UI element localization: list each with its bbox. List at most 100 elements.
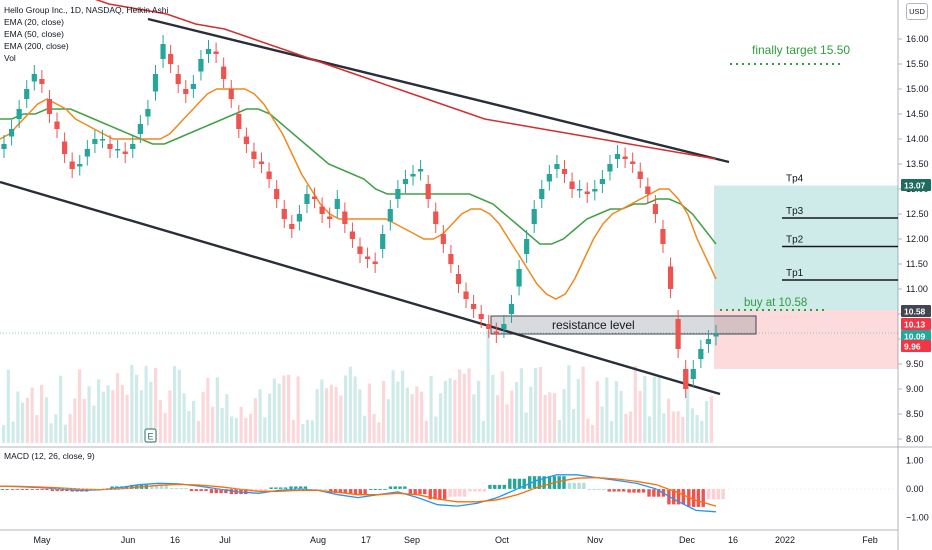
earnings-marker-icon[interactable] bbox=[144, 428, 157, 443]
earnings-marker-label: E bbox=[148, 432, 154, 442]
macd-histogram-bar bbox=[621, 489, 626, 492]
macd-histogram-bar bbox=[602, 489, 606, 490]
macd-histogram-bar bbox=[194, 489, 199, 492]
candle-body bbox=[39, 79, 45, 84]
channel-upper-line[interactable] bbox=[147, 17, 730, 164]
candle-body bbox=[175, 74, 181, 84]
volume-bar bbox=[472, 394, 476, 443]
legend: Hello Group Inc., 1D, NASDAQ, Heikin Ash… bbox=[4, 4, 168, 64]
volume-bar bbox=[386, 399, 390, 443]
candle-body bbox=[92, 139, 98, 144]
volume-bar bbox=[187, 411, 191, 443]
price-badge-label: 10.09 bbox=[904, 332, 926, 342]
volume-bar bbox=[211, 406, 215, 443]
macd-histogram-bar bbox=[174, 487, 179, 489]
candle-body bbox=[372, 261, 378, 264]
macd-histogram-bar bbox=[318, 489, 323, 490]
volume-bar bbox=[230, 416, 234, 443]
volume-bar bbox=[462, 373, 466, 443]
volume-bar bbox=[405, 387, 409, 443]
macd-histogram-bar bbox=[637, 489, 641, 493]
volume-bar bbox=[225, 394, 229, 443]
macd-histogram-bar bbox=[468, 489, 472, 492]
volume-bar bbox=[277, 383, 281, 443]
candle-body bbox=[584, 191, 590, 194]
macd-histogram-bar bbox=[537, 476, 541, 489]
macd-histogram-bar bbox=[696, 489, 701, 507]
volume-bar bbox=[676, 411, 680, 443]
volume-bar bbox=[591, 424, 595, 443]
candle-body bbox=[281, 209, 287, 219]
price-tick-label: 9.00 bbox=[906, 384, 924, 394]
price-badge-label: 13.07 bbox=[904, 181, 926, 191]
candle-body bbox=[168, 54, 174, 64]
candle-body bbox=[99, 139, 106, 141]
candle-body bbox=[69, 161, 75, 169]
macd-histogram-bar bbox=[532, 476, 537, 489]
macd-histogram-bar bbox=[30, 489, 35, 491]
volume-bar bbox=[448, 378, 452, 443]
volume-bar bbox=[505, 404, 509, 443]
volume-bar bbox=[244, 418, 248, 443]
macd-histogram-bar bbox=[707, 489, 711, 500]
volume-bar bbox=[629, 411, 633, 443]
candle-body bbox=[349, 231, 356, 239]
volume-bar bbox=[586, 418, 590, 443]
macd-histogram-bar bbox=[413, 489, 417, 495]
ema200-line bbox=[95, 0, 717, 160]
candle-body bbox=[115, 149, 121, 151]
macd-histogram-bar bbox=[458, 489, 462, 497]
volume-bar bbox=[11, 421, 15, 443]
volume-bar bbox=[576, 379, 580, 443]
candle-body bbox=[327, 216, 333, 219]
volume-bar bbox=[681, 416, 685, 443]
macd-histogram-bar bbox=[488, 484, 492, 489]
volume-bar bbox=[624, 413, 628, 443]
volume-bar bbox=[382, 380, 386, 443]
candle-body bbox=[630, 161, 636, 164]
candle-body bbox=[433, 211, 439, 224]
candle-body bbox=[713, 334, 719, 337]
volume-bar bbox=[158, 399, 162, 443]
volume-bar bbox=[410, 394, 414, 443]
buy-label: buy at 10.58 bbox=[744, 297, 807, 309]
macd-histogram-bar bbox=[25, 489, 29, 490]
volume-bar bbox=[168, 390, 172, 443]
macd-histogram-bar bbox=[711, 489, 716, 500]
volume-bar bbox=[353, 376, 357, 443]
candle-body bbox=[289, 224, 295, 229]
volume-bar bbox=[633, 366, 637, 443]
candle-body bbox=[561, 169, 568, 174]
candle-body bbox=[84, 149, 90, 157]
candle-body bbox=[554, 164, 560, 169]
volume-bar bbox=[163, 412, 167, 443]
volume-bar bbox=[614, 381, 618, 443]
macd-histogram-bar bbox=[612, 489, 616, 492]
candle-body bbox=[334, 199, 340, 209]
macd-histogram-bar bbox=[423, 489, 427, 495]
candle-body bbox=[145, 109, 151, 117]
volume-bar bbox=[363, 415, 367, 443]
time-tick-label: 17 bbox=[361, 535, 371, 545]
macd-histogram-bar bbox=[528, 476, 532, 489]
macd-histogram-bar bbox=[298, 486, 303, 489]
currency-button[interactable]: USD bbox=[906, 3, 928, 20]
candle-body bbox=[137, 124, 143, 134]
candle-body bbox=[122, 151, 128, 154]
volume-bar bbox=[220, 408, 224, 443]
volume-bar bbox=[21, 402, 25, 443]
candle-body bbox=[501, 324, 507, 329]
volume-bar bbox=[263, 417, 267, 443]
candle-body bbox=[425, 184, 431, 199]
price-badge-label: 9.96 bbox=[904, 342, 921, 352]
macd-histogram-bar bbox=[438, 489, 442, 500]
volume-bar bbox=[215, 377, 219, 443]
channel-lower-line[interactable] bbox=[0, 180, 721, 396]
macd-histogram-bar bbox=[721, 489, 725, 500]
legend-title: Hello Group Inc., 1D, NASDAQ, Heikin Ash… bbox=[4, 5, 169, 15]
volume-bar bbox=[667, 398, 671, 443]
price-badge bbox=[901, 305, 931, 317]
volume-bar bbox=[567, 365, 571, 443]
candle-body bbox=[667, 266, 674, 289]
